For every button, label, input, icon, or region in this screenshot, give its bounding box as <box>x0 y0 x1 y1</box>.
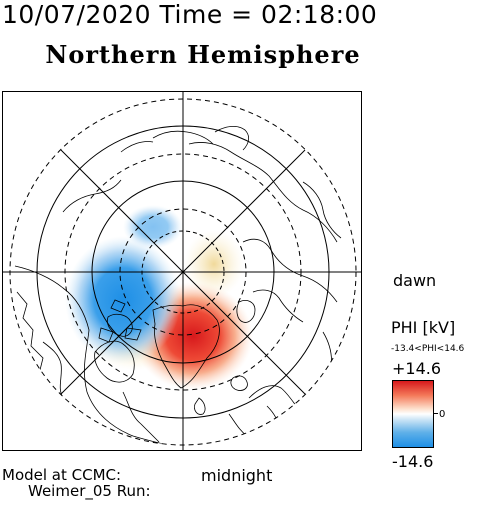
labrador-coast <box>122 391 160 443</box>
iceland-coast <box>194 397 206 415</box>
negative-potential-extension <box>123 205 183 249</box>
negative-potential-cell <box>65 236 181 364</box>
latitude-circle-outer <box>9 98 357 446</box>
arctic-islands-coast <box>98 299 142 343</box>
chukotka-coast <box>152 130 214 145</box>
map-title: Northern Hemisphere <box>45 40 361 69</box>
alaska-canada-coast <box>16 291 64 413</box>
colorbar-title: PHI [kV] <box>391 318 456 337</box>
baltic-coast <box>266 405 280 445</box>
polar-map <box>2 91 362 451</box>
label-dawn: dawn <box>393 271 437 290</box>
latitude-circle-70 <box>141 230 225 314</box>
latitude-circle-60 <box>91 180 275 364</box>
colorbar-zero-label: 0 <box>439 409 446 420</box>
weak-positive-region-east <box>184 230 244 298</box>
meridian-grid <box>3 92 361 450</box>
siberia-coast <box>188 142 338 243</box>
taymyr-coast <box>242 238 338 303</box>
scandinavia-coast <box>248 385 340 431</box>
europe-coast <box>246 435 322 445</box>
label-run: Weimer_05 Run: <box>28 482 151 500</box>
polar-map-svg <box>3 92 361 450</box>
kamchatka-coast <box>214 126 249 151</box>
colorbar <box>392 380 434 448</box>
meridian-diagonal-2 <box>60 149 306 395</box>
bering-coast <box>120 141 154 153</box>
urals-coast <box>322 331 340 405</box>
east-siberia-coast <box>302 181 342 239</box>
baffin-island-coast <box>94 340 135 383</box>
north-america-coast <box>14 265 179 445</box>
kara-sea-coast <box>252 289 304 323</box>
latitude-grid <box>9 98 357 446</box>
colorbar-range: -13.4<PHI<14.6 <box>391 344 465 354</box>
label-midnight: midnight <box>201 466 273 485</box>
novaya-zemlya-coast <box>236 300 256 323</box>
hudson-bay-coast <box>42 341 64 399</box>
potential-pattern <box>65 205 253 390</box>
latitude-circle-65 <box>119 208 247 336</box>
colorbar-max-label: +14.6 <box>392 359 442 378</box>
svalbard-coast <box>230 375 248 391</box>
colorbar-min-label: -14.6 <box>392 452 434 471</box>
header-datetime: 10/07/2020 Time = 02:18:00 <box>2 0 378 29</box>
colorbar-zero-tick <box>434 413 438 414</box>
ellesmere-coast <box>106 313 133 337</box>
yukon-coast <box>62 179 122 213</box>
norway-coast <box>228 413 248 437</box>
latitude-circle-50 <box>36 125 330 419</box>
label-model: Model at CCMC: <box>2 466 122 484</box>
latitude-circle-55 <box>64 153 302 391</box>
